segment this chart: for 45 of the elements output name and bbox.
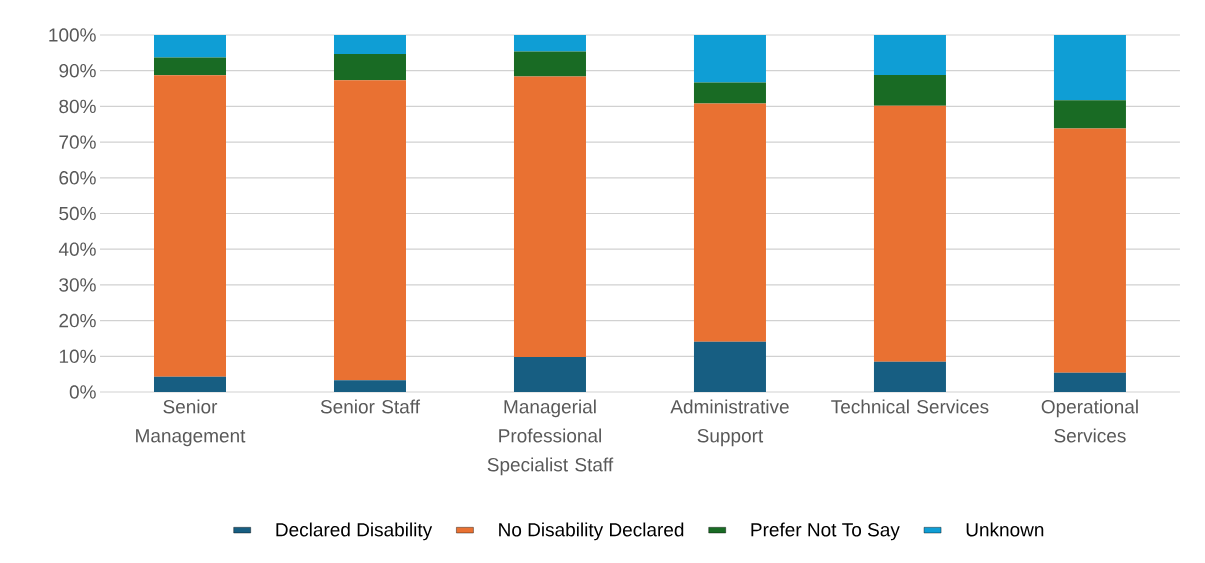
y-tick-label: 40% [58,242,96,256]
bar [333,53,406,81]
bar [693,341,766,392]
y-tick-label: 0% [69,385,96,399]
x-tick-label: Operational Services [1041,399,1138,443]
y-tick-label: 10% [59,349,96,364]
bar [333,380,406,392]
x-tick-label: Senior Staff [320,399,421,414]
x-tick-label: Technical Services [831,399,989,414]
legend-label: Declared Disability [276,522,433,541]
bar [154,35,226,58]
bar [513,51,586,77]
x-tick-label: Administrative Support [670,399,789,447]
y-tick-label: 80% [59,99,96,114]
bar [1053,35,1126,101]
y-tick-label: 50% [59,206,96,221]
bar [154,75,226,377]
bar [873,105,946,362]
legend-label: Unknown [966,522,1044,537]
bar [873,361,946,392]
bar [1053,100,1126,129]
y-tick-label: 70% [59,135,96,149]
bar [873,74,946,106]
x-tick-label: Managerial Professional Specialist Staff [487,399,614,476]
bar [693,35,766,83]
legend-label: Prefer Not To Say [751,522,900,541]
bar [513,357,586,392]
bar [154,376,226,392]
bar [1053,372,1126,392]
bar [693,82,766,104]
bar [333,80,406,381]
legend-label: No Disability Declared [499,522,684,541]
bar [873,35,946,75]
bar [693,103,766,342]
y-tick-label: 30% [59,278,96,292]
bar [154,57,226,76]
y-tick-label: 20% [59,313,96,328]
bar [513,35,586,52]
x-tick-label: Senior Management [136,399,246,447]
y-tick-label: 100% [49,28,96,42]
y-tick-label: 90% [59,63,96,78]
y-tick-label: 60% [59,171,96,185]
bar [1053,128,1126,373]
bar [333,35,406,54]
bar [513,76,586,358]
